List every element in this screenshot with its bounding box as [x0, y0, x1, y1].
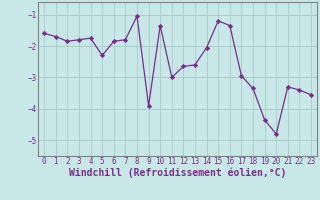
X-axis label: Windchill (Refroidissement éolien,°C): Windchill (Refroidissement éolien,°C) [69, 167, 286, 178]
